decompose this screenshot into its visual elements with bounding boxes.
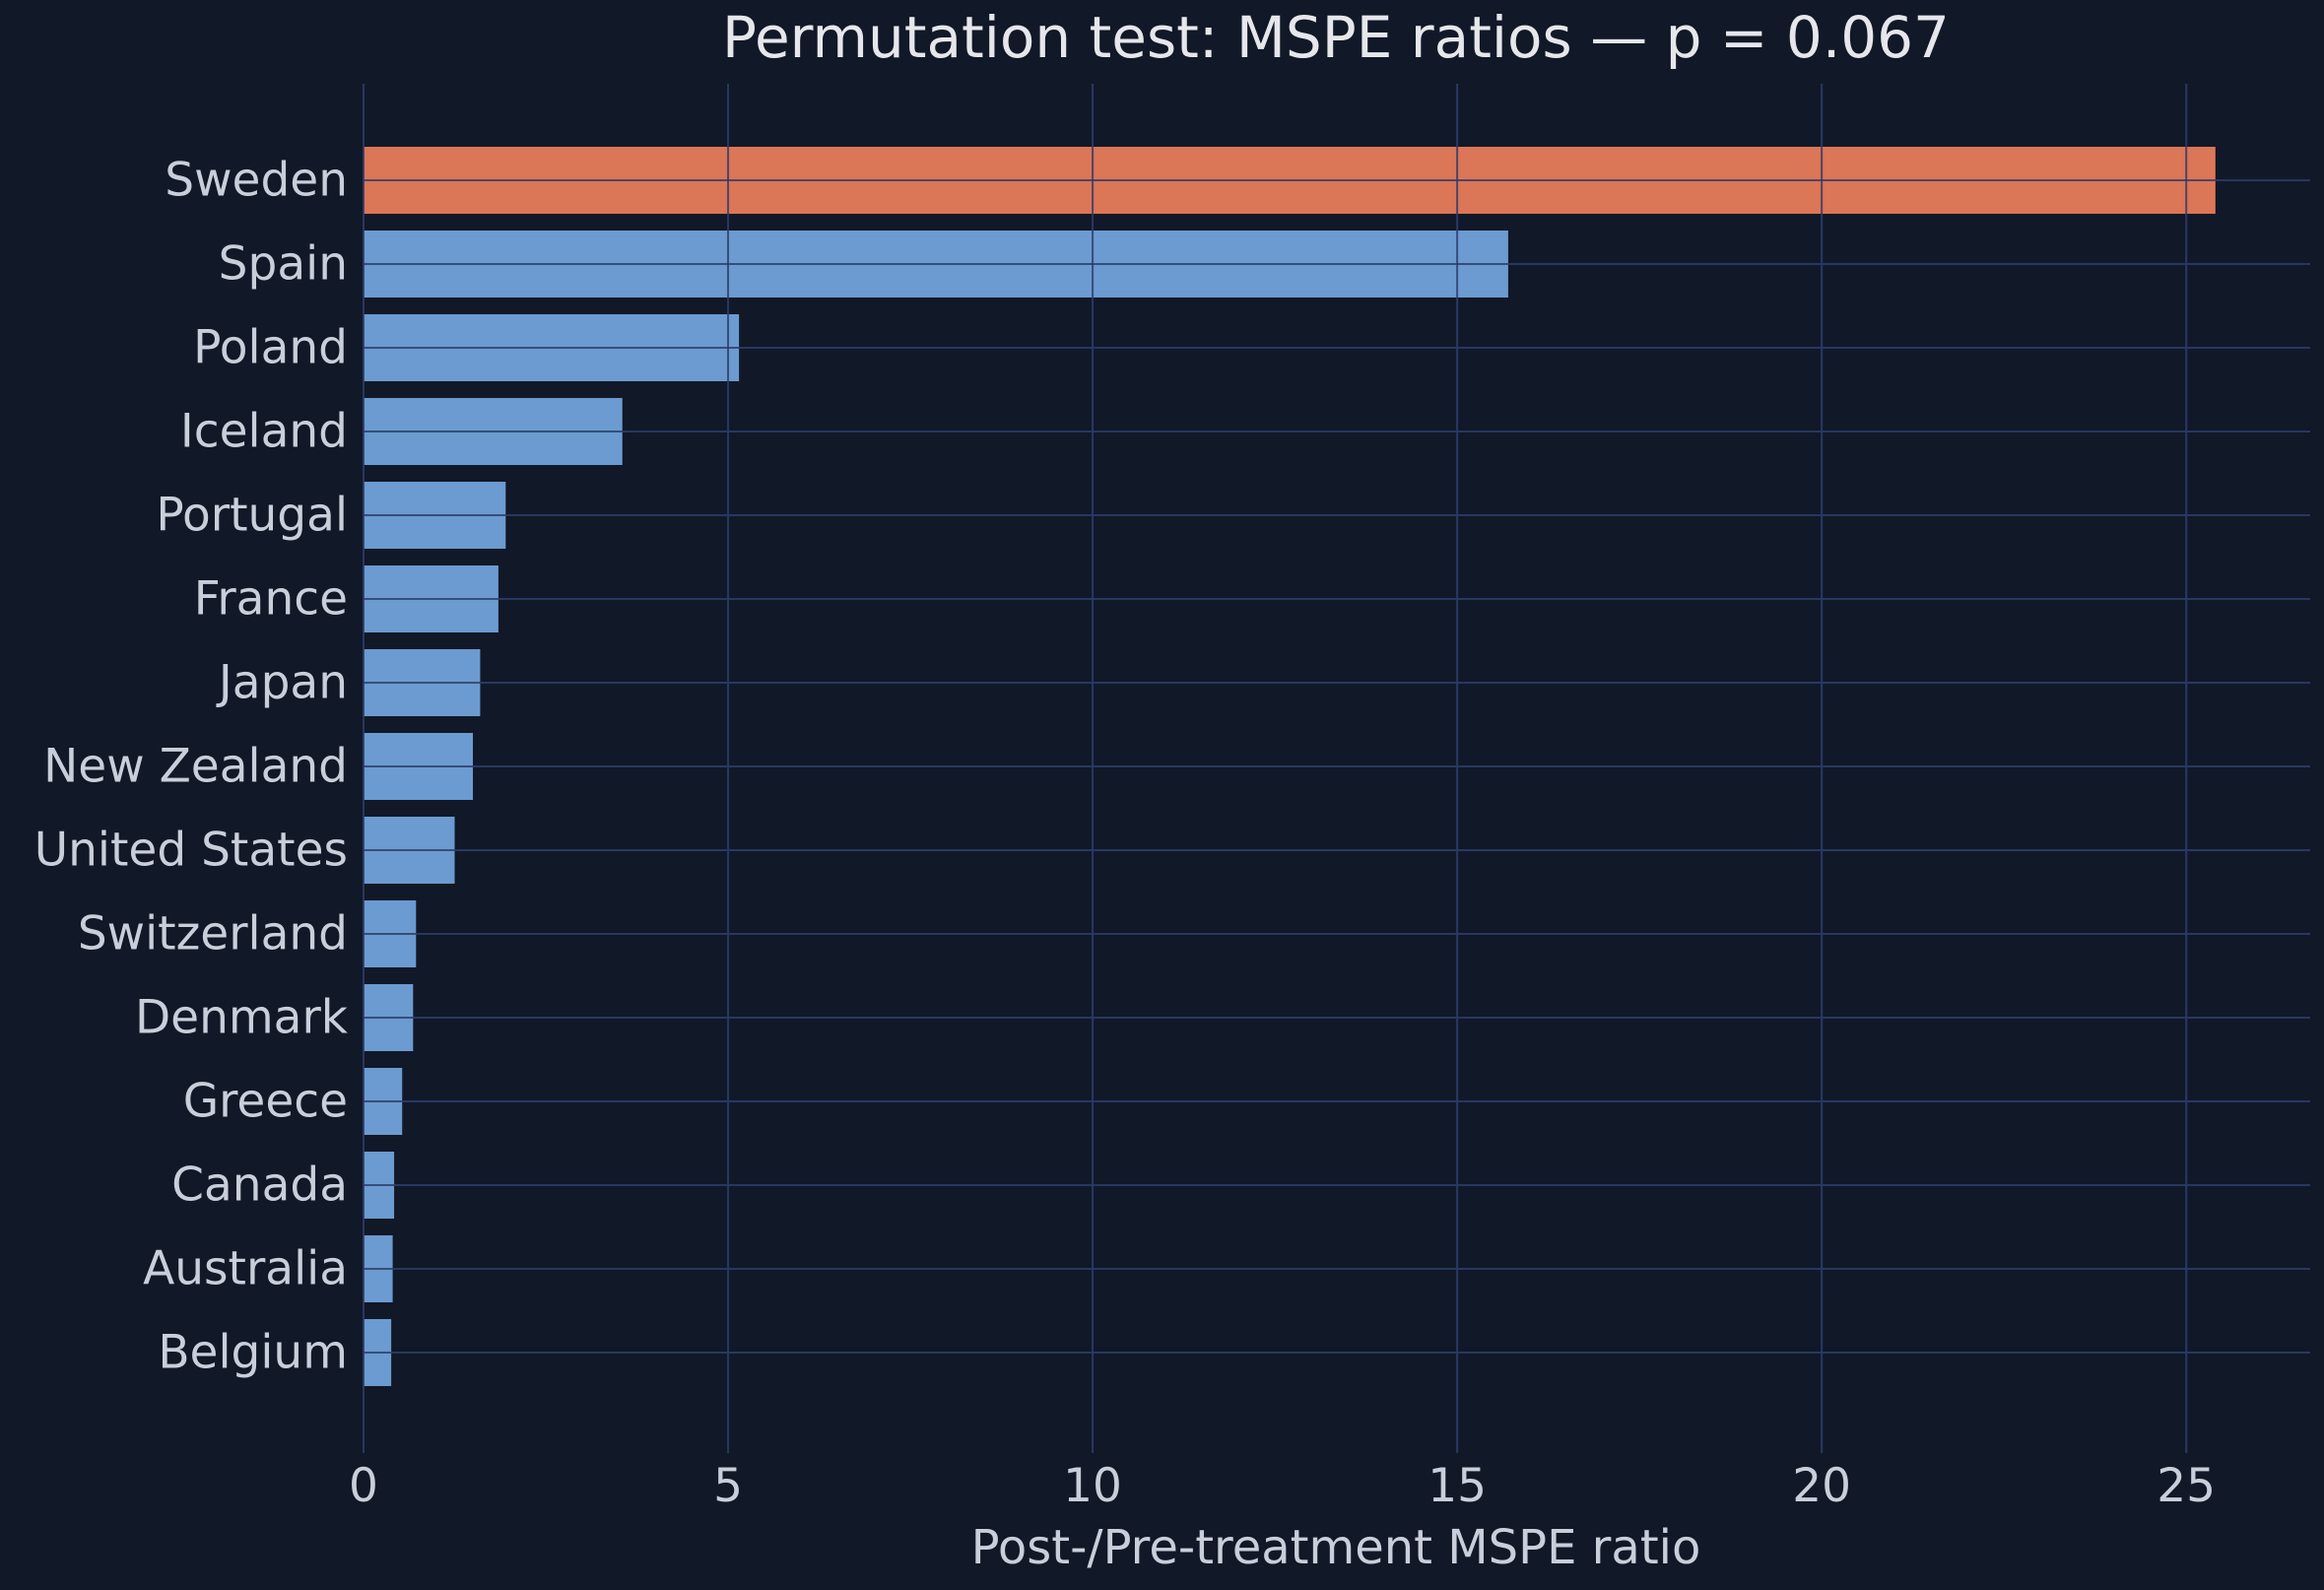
x-tick-label: 5 — [713, 1459, 743, 1513]
x-tick-label: 25 — [2157, 1459, 2216, 1513]
y-tick-label: New Zealand — [43, 740, 348, 794]
y-tick-label: Poland — [193, 321, 348, 375]
y-tick-label: Spain — [219, 237, 348, 292]
y-tick-label: Australia — [143, 1242, 348, 1296]
y-tick-label: Denmark — [135, 991, 349, 1045]
x-tick-label: 10 — [1063, 1459, 1122, 1513]
y-tick-label: Switzerland — [78, 907, 348, 961]
x-tick-label: 20 — [1792, 1459, 1851, 1513]
y-tick-label: Canada — [171, 1159, 348, 1213]
x-tick-labels: 0 5 10 15 20 25 — [349, 1459, 2216, 1513]
y-tick-label: Iceland — [180, 405, 348, 459]
y-tick-label: Japan — [216, 656, 348, 710]
y-tick-label: Belgium — [158, 1326, 348, 1380]
chart-title: Permutation test: MSPE ratios — p = 0.06… — [722, 4, 1950, 71]
y-tick-label: France — [194, 572, 348, 627]
x-tick-label: 0 — [349, 1459, 378, 1513]
x-tick-label: 15 — [1428, 1459, 1487, 1513]
y-tick-label: Greece — [183, 1075, 348, 1129]
overlay-grid-lines — [363, 84, 2310, 1453]
y-tick-label: Sweden — [165, 154, 348, 208]
y-tick-label: Portugal — [156, 489, 348, 543]
x-axis-label: Post-/Pre-treatment MSPE ratio — [971, 1520, 1701, 1575]
y-tick-label: United States — [34, 824, 348, 878]
y-tick-labels: Sweden Spain Poland Iceland Portugal France Ja… — [34, 154, 349, 1380]
